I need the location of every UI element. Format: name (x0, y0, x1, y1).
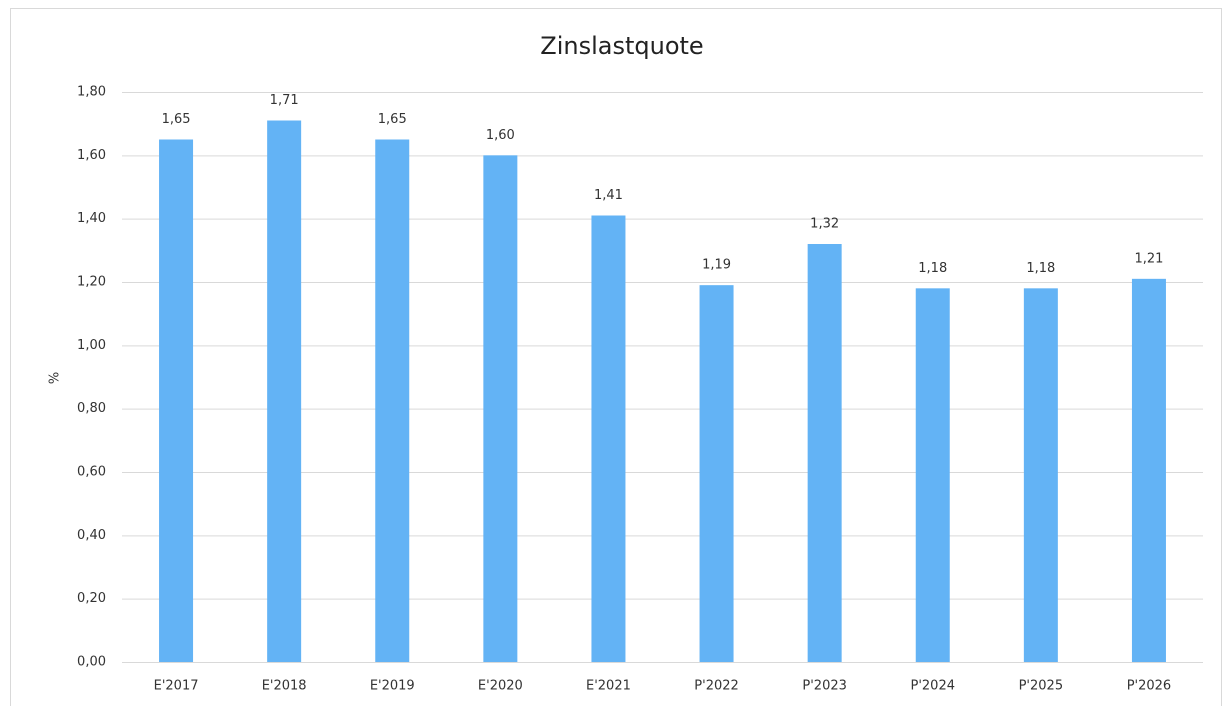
data-label: 1,60 (486, 128, 515, 143)
bar (1131, 278, 1166, 662)
data-label: 1,18 (918, 261, 947, 276)
y-tick-label: 1,20 (77, 275, 106, 290)
y-tick-label: 0,80 (77, 401, 106, 416)
y-tick-label: 0,60 (77, 465, 106, 480)
y-tick-label: 0,40 (77, 528, 106, 543)
data-label: 1,41 (594, 188, 623, 203)
chart-title: Zinslastquote (540, 32, 703, 60)
data-label: 1,65 (378, 112, 407, 127)
y-tick-label: 1,80 (77, 85, 106, 100)
x-tick-label: P'2023 (802, 679, 847, 694)
y-tick-label: 0,20 (77, 591, 106, 606)
bar (807, 244, 842, 662)
data-label: 1,18 (1026, 261, 1055, 276)
bar (915, 288, 950, 662)
bar (375, 139, 410, 662)
y-tick-label: 1,40 (77, 211, 106, 226)
x-tick-label: P'2026 (1127, 679, 1172, 694)
data-label: 1,65 (162, 112, 191, 127)
bar (591, 215, 626, 662)
x-tick-label: P'2022 (694, 679, 739, 694)
x-tick-label: E'2017 (154, 679, 199, 694)
bar (1023, 288, 1058, 662)
y-axis-label: % (48, 372, 63, 384)
chart-border (10, 8, 1222, 706)
data-label: 1,32 (810, 217, 839, 232)
y-tick-label: 1,60 (77, 148, 106, 163)
x-tick-label: P'2025 (1019, 679, 1064, 694)
x-tick-label: E'2021 (586, 679, 631, 694)
data-label: 1,19 (702, 258, 731, 273)
bar (699, 285, 734, 662)
bar (159, 139, 194, 662)
x-tick-label: E'2020 (478, 679, 523, 694)
x-tick-label: P'2024 (911, 679, 956, 694)
y-tick-label: 0,00 (77, 655, 106, 670)
bar (267, 120, 302, 662)
bar (483, 155, 518, 663)
x-tick-label: E'2018 (262, 679, 307, 694)
data-label: 1,71 (270, 93, 299, 108)
y-tick-label: 1,00 (77, 338, 106, 353)
data-label: 1,21 (1134, 251, 1163, 266)
x-tick-label: E'2019 (370, 679, 415, 694)
